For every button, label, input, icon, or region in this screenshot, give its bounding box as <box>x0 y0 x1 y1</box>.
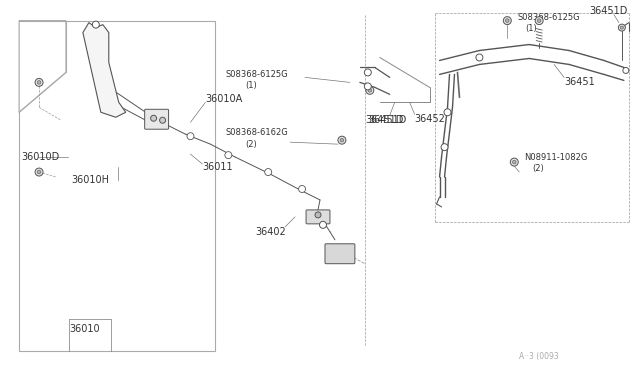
Circle shape <box>37 81 41 84</box>
Circle shape <box>340 138 344 142</box>
Circle shape <box>319 221 326 228</box>
Circle shape <box>338 136 346 144</box>
Circle shape <box>35 78 43 86</box>
Circle shape <box>265 169 272 176</box>
Circle shape <box>510 158 518 166</box>
Circle shape <box>444 109 451 116</box>
Circle shape <box>35 168 43 176</box>
Text: 36451D: 36451D <box>365 115 403 125</box>
Text: (1): (1) <box>525 24 537 33</box>
Text: 36451: 36451 <box>564 77 595 87</box>
Circle shape <box>315 212 321 218</box>
Text: (2): (2) <box>532 164 544 173</box>
Circle shape <box>623 67 629 73</box>
Text: (2): (2) <box>245 140 257 149</box>
Text: 36451D: 36451D <box>368 115 406 125</box>
Polygon shape <box>19 20 66 112</box>
Text: S08368-6125G: S08368-6125G <box>225 70 288 79</box>
Circle shape <box>513 160 516 164</box>
Circle shape <box>92 21 99 28</box>
Text: 36011: 36011 <box>202 162 233 172</box>
Circle shape <box>364 69 371 76</box>
Circle shape <box>506 19 509 22</box>
Circle shape <box>299 186 305 192</box>
Text: 36010D: 36010D <box>21 152 60 162</box>
Circle shape <box>368 89 372 92</box>
Circle shape <box>618 24 625 31</box>
Text: 36010H: 36010H <box>71 175 109 185</box>
Text: A··3 (0093: A··3 (0093 <box>519 352 559 361</box>
Circle shape <box>364 83 371 90</box>
Circle shape <box>476 54 483 61</box>
Text: S08368-6162G: S08368-6162G <box>225 128 288 137</box>
Polygon shape <box>83 23 125 117</box>
Text: 36010: 36010 <box>69 324 100 334</box>
Circle shape <box>538 19 541 22</box>
Text: (1): (1) <box>245 81 257 90</box>
Text: 36402: 36402 <box>255 227 286 237</box>
Circle shape <box>150 115 157 121</box>
Bar <box>19 20 216 352</box>
Circle shape <box>225 152 232 158</box>
FancyBboxPatch shape <box>145 109 168 129</box>
Circle shape <box>535 17 543 25</box>
Text: S08368-6125G: S08368-6125G <box>517 13 580 22</box>
FancyBboxPatch shape <box>325 244 355 264</box>
Text: 36452: 36452 <box>415 114 445 124</box>
Text: 36010A: 36010A <box>205 94 243 104</box>
Circle shape <box>37 170 41 174</box>
Circle shape <box>159 117 166 123</box>
Circle shape <box>620 26 623 29</box>
Circle shape <box>441 144 448 151</box>
Text: 36451D: 36451D <box>589 6 627 16</box>
Circle shape <box>187 133 194 140</box>
Circle shape <box>503 17 511 25</box>
Text: N08911-1082G: N08911-1082G <box>524 153 588 161</box>
Circle shape <box>366 86 374 94</box>
FancyBboxPatch shape <box>306 210 330 224</box>
